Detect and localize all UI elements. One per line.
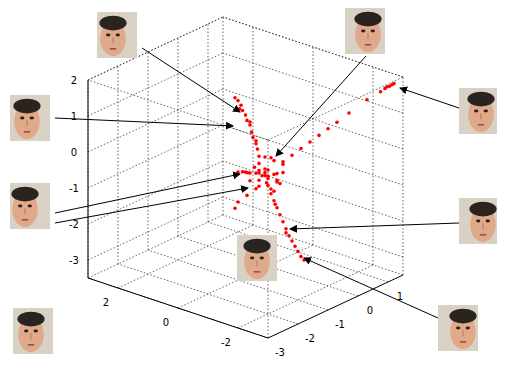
svg-text:-3: -3 xyxy=(69,255,79,266)
svg-text:2: 2 xyxy=(103,297,109,308)
svg-text:1: 1 xyxy=(71,111,77,122)
svg-text:-1: -1 xyxy=(335,319,345,330)
svg-text:0: 0 xyxy=(163,317,169,328)
svg-text:-2: -2 xyxy=(221,337,231,348)
svg-text:-3: -3 xyxy=(275,347,285,358)
svg-text:0: 0 xyxy=(71,147,77,158)
svg-text:0: 0 xyxy=(367,305,373,316)
svg-text:-1: -1 xyxy=(69,183,79,194)
svg-text:-2: -2 xyxy=(305,333,315,344)
svg-text:1: 1 xyxy=(397,291,403,302)
svg-text:-2: -2 xyxy=(69,219,79,230)
svg-text:2: 2 xyxy=(71,75,77,86)
